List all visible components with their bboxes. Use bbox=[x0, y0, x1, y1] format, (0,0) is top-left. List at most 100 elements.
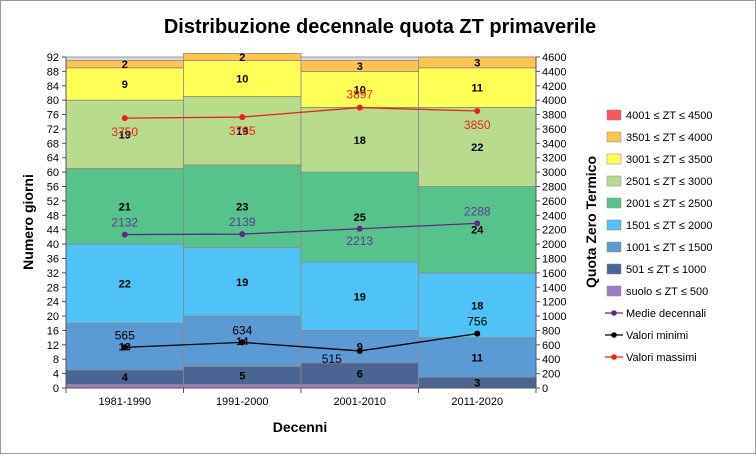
line-series: 2132 2139 2213 2288 565 634 515 756 3750 3765 3897… bbox=[111, 88, 491, 366]
series-data-label: 565 bbox=[115, 328, 135, 342]
y2-tick-label: 4600 bbox=[542, 52, 566, 64]
bar-value-label: 5 bbox=[239, 370, 245, 382]
series-data-label: 2213 bbox=[346, 234, 373, 248]
y-tick-label: 32 bbox=[47, 268, 59, 280]
x-tick-label: 2001-2010 bbox=[333, 396, 386, 408]
bar-value-label: 18 bbox=[354, 135, 366, 147]
y2-tick-label: 3000 bbox=[542, 167, 566, 179]
series-point bbox=[239, 114, 246, 121]
legend-point-marker bbox=[611, 354, 617, 360]
bar-segment bbox=[183, 247, 302, 317]
series-point bbox=[356, 104, 363, 111]
bar-segment bbox=[418, 337, 537, 378]
bar-value-label: 18 bbox=[471, 300, 483, 312]
y-tick-label: 64 bbox=[47, 153, 59, 165]
bar-segment bbox=[183, 384, 302, 389]
y-tick-label: 16 bbox=[47, 325, 59, 337]
y-tick-label: 44 bbox=[47, 225, 59, 237]
legend-label: 3001 ≤ ZT ≤ 3500 bbox=[626, 154, 712, 166]
series-data-label: 2288 bbox=[464, 204, 491, 218]
bar-value-label: 11 bbox=[471, 352, 483, 364]
series-line bbox=[124, 106, 478, 119]
series-point bbox=[239, 339, 246, 346]
legend-point-marker bbox=[611, 310, 617, 316]
bar-value-label: 22 bbox=[119, 279, 131, 291]
series-data-label: 2132 bbox=[111, 216, 138, 230]
y2-axis-title: Quota Zero Termico bbox=[583, 156, 599, 288]
bar-value-label: 3 bbox=[474, 378, 480, 390]
y2-tick-label: 400 bbox=[542, 354, 560, 366]
series-point bbox=[474, 107, 481, 114]
y2-tick-label: 3800 bbox=[542, 110, 566, 122]
y2-tick-label: 600 bbox=[542, 340, 560, 352]
bar-segment bbox=[418, 272, 537, 339]
bar-value-label: 21 bbox=[119, 201, 131, 213]
legend-swatch bbox=[606, 219, 622, 231]
legend-label: 1501 ≤ ZT ≤ 2000 bbox=[626, 220, 712, 232]
series-point bbox=[121, 231, 128, 238]
bar-segment bbox=[300, 70, 419, 108]
y2-tick-label: 1800 bbox=[542, 253, 566, 265]
bar-value-label: 4 bbox=[122, 372, 129, 384]
bar-segment bbox=[300, 261, 419, 331]
series-data-label: 3897 bbox=[346, 88, 373, 102]
bar-segment bbox=[65, 243, 184, 324]
legend-point-marker bbox=[611, 332, 617, 338]
y-tick-label: 56 bbox=[47, 182, 59, 194]
y2-tick-label: 2600 bbox=[542, 196, 566, 208]
y2-tick-label: 1000 bbox=[542, 311, 566, 323]
bar-value-label: 11 bbox=[471, 83, 483, 95]
legend-label: 1001 ≤ ZT ≤ 1500 bbox=[626, 242, 712, 254]
legend-swatch bbox=[606, 153, 622, 165]
x-tick-label: 2011-2020 bbox=[451, 396, 503, 408]
bar-segment bbox=[65, 384, 184, 389]
y-tick-label: 68 bbox=[47, 138, 59, 150]
legend-label: 2001 ≤ ZT ≤ 2500 bbox=[626, 198, 712, 210]
y2-tick-label: 4000 bbox=[542, 95, 566, 107]
y2-tick-label: 2400 bbox=[542, 210, 566, 222]
chart-title: Distribuzione decennale quota ZT primave… bbox=[164, 16, 596, 38]
series-data-label: 3765 bbox=[229, 124, 256, 138]
series-point bbox=[356, 347, 363, 354]
bar-value-label: 22 bbox=[471, 142, 483, 154]
legend-label: 4001 ≤ ZT ≤ 4500 bbox=[626, 110, 712, 122]
series-line bbox=[124, 332, 478, 352]
bar-value-label: 2 bbox=[239, 52, 245, 64]
y-tick-label: 60 bbox=[47, 167, 59, 179]
legend-label: Valori minimi bbox=[626, 330, 688, 342]
y-tick-label: 76 bbox=[47, 110, 59, 122]
bar-value-label: 9 bbox=[122, 79, 128, 91]
y-tick-label: 8 bbox=[53, 354, 59, 366]
y-tick-label: 72 bbox=[47, 124, 59, 136]
legend-swatch bbox=[606, 131, 622, 143]
legend-swatch bbox=[606, 263, 622, 275]
series-data-label: 2139 bbox=[229, 215, 256, 229]
bar-value-label: 3 bbox=[474, 57, 480, 69]
y-tick-label: 4 bbox=[53, 369, 59, 381]
y2-tick-label: 200 bbox=[542, 369, 560, 381]
bar-segment bbox=[300, 171, 419, 263]
y-tick-label: 80 bbox=[47, 95, 59, 107]
bar-segment bbox=[65, 168, 184, 245]
series-data-label: 756 bbox=[467, 315, 487, 329]
y2-tick-label: 4400 bbox=[542, 66, 566, 78]
y2-tick-label: 0 bbox=[542, 383, 548, 395]
legend-label: 2501 ≤ ZT ≤ 3000 bbox=[626, 176, 712, 188]
y-tick-label: 36 bbox=[47, 253, 59, 265]
y2-tick-label: 3600 bbox=[542, 124, 566, 136]
y2-tick-label: 3400 bbox=[542, 138, 566, 150]
y-tick-label: 24 bbox=[47, 297, 59, 309]
y2-tick-label: 2000 bbox=[542, 239, 566, 251]
series-data-label: 3750 bbox=[111, 125, 138, 139]
bar-value-label: 2 bbox=[122, 59, 128, 71]
legend-swatch bbox=[606, 285, 622, 297]
y2-tick-label: 1600 bbox=[542, 268, 566, 280]
series-point bbox=[474, 220, 481, 227]
x-tick-label: 1991-2000 bbox=[216, 396, 269, 408]
bar-value-label: 19 bbox=[236, 126, 248, 138]
legend-swatch bbox=[606, 175, 622, 187]
y-tick-label: 88 bbox=[47, 66, 59, 78]
y2-tick-label: 2200 bbox=[542, 225, 566, 237]
